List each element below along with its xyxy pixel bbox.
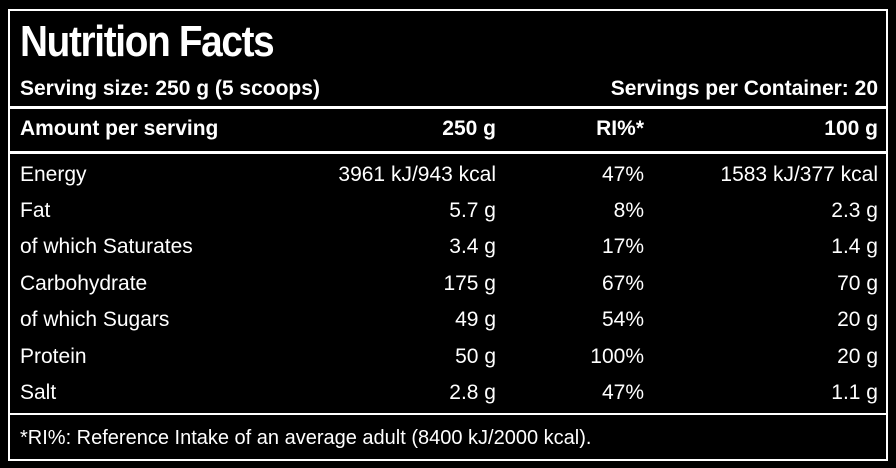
value-ri: 17%	[601, 235, 644, 258]
nutrient-name: Protein	[20, 345, 87, 368]
header-250g: 250 g	[442, 117, 496, 140]
serving-size: Serving size: 250 g (5 scoops)	[20, 77, 320, 100]
header-ri: RI%*	[596, 117, 644, 140]
value-250g: 3.4 g	[449, 235, 496, 258]
footnote: *RI%: Reference Intake of an average adu…	[20, 427, 592, 449]
servings-per-container: Servings per Container: 20	[610, 77, 878, 100]
value-250g: 5.7 g	[449, 199, 496, 222]
value-ri: 8%	[613, 199, 644, 222]
divider-header	[10, 151, 886, 154]
value-ri: 47%	[601, 163, 644, 186]
header-amount: Amount per serving	[20, 117, 219, 140]
value-250g: 2.8 g	[449, 381, 496, 404]
value-ri: 54%	[601, 308, 644, 331]
value-100g: 2.3 g	[831, 199, 878, 222]
value-100g: 1.1 g	[831, 381, 878, 404]
nutrient-name: Fat	[20, 199, 51, 222]
divider-top	[10, 106, 886, 109]
value-100g: 70 g	[837, 272, 878, 295]
header-100g: 100 g	[824, 117, 878, 140]
nutrient-name: Salt	[20, 381, 57, 404]
value-100g: 20 g	[837, 345, 878, 368]
nutrient-name: of which Sugars	[20, 308, 170, 331]
nutrient-name: Energy	[20, 163, 87, 186]
value-ri: 100%	[590, 345, 644, 368]
divider-footer	[10, 413, 886, 415]
value-250g: 3961 kJ/943 kcal	[338, 163, 496, 186]
serving-info: Serving size: 250 g (5 scoops) Servings …	[20, 77, 878, 101]
value-250g: 175 g	[443, 272, 496, 295]
value-250g: 49 g	[455, 308, 496, 331]
nutrition-panel: Nutrition Facts Serving size: 250 g (5 s…	[8, 9, 888, 461]
nutrient-name: of which Saturates	[20, 235, 193, 258]
value-100g: 1583 kJ/377 kcal	[720, 163, 878, 186]
value-100g: 20 g	[837, 308, 878, 331]
nutrient-name: Carbohydrate	[20, 272, 148, 295]
value-250g: 50 g	[455, 345, 496, 368]
value-ri: 67%	[601, 272, 644, 295]
value-100g: 1.4 g	[831, 235, 878, 258]
label-title: Nutrition Facts	[20, 17, 275, 66]
value-ri: 47%	[601, 381, 644, 404]
